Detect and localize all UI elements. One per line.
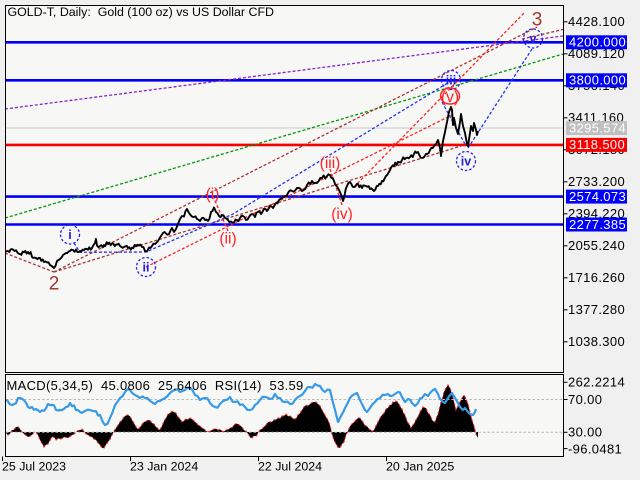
svg-text:25 Jul 2023: 25 Jul 2023 [2, 460, 66, 474]
svg-text:4428.100: 4428.100 [568, 14, 625, 29]
svg-text:i: i [68, 228, 71, 242]
svg-text:4089.120: 4089.120 [568, 46, 625, 61]
svg-text:2277.385: 2277.385 [569, 217, 626, 232]
svg-text:-96.0481: -96.0481 [568, 442, 622, 457]
svg-text:1377.280: 1377.280 [568, 302, 625, 317]
svg-text:2394.220: 2394.220 [568, 206, 625, 221]
svg-text:(iii): (iii) [320, 155, 341, 172]
svg-text:3800.000: 3800.000 [569, 73, 626, 88]
svg-text:v: v [530, 32, 537, 46]
svg-text:3295.574: 3295.574 [569, 120, 626, 135]
svg-text:2574.073: 2574.073 [569, 189, 626, 204]
svg-text:23 Jan 2024: 23 Jan 2024 [130, 460, 198, 474]
svg-text:MACD(5,34,5) 45.0806 25.6406: MACD(5,34,5) 45.0806 25.6406 RSI(14) 53.… [7, 378, 304, 393]
svg-text:1038.300: 1038.300 [568, 334, 625, 349]
svg-text:3: 3 [532, 10, 543, 31]
svg-text:iii: iii [446, 74, 456, 88]
svg-text:4200.000: 4200.000 [569, 35, 626, 50]
svg-text:ii: ii [143, 261, 150, 275]
svg-text:(iv): (iv) [331, 206, 353, 223]
svg-text:3118.500: 3118.500 [569, 137, 625, 152]
svg-text:30.00: 30.00 [568, 425, 602, 440]
svg-text:262.2214: 262.2214 [568, 375, 625, 390]
svg-text:22 Jul 2024: 22 Jul 2024 [258, 460, 322, 474]
svg-text:(i): (i) [206, 186, 220, 203]
svg-text:iv: iv [461, 155, 471, 169]
svg-text:70.00: 70.00 [568, 392, 602, 407]
svg-text:2733.200: 2733.200 [568, 174, 625, 189]
svg-text:1716.260: 1716.260 [568, 270, 625, 285]
svg-text:GOLD-T, Daily: Gold (100 oz): GOLD-T, Daily: Gold (100 oz) vs US Dolla… [8, 5, 275, 19]
svg-text:(ii): (ii) [219, 231, 236, 248]
svg-text:(v): (v) [441, 89, 459, 106]
svg-text:2055.240: 2055.240 [568, 238, 625, 253]
svg-text:20 Jan 2025: 20 Jan 2025 [386, 460, 454, 474]
svg-text:2: 2 [49, 274, 60, 295]
